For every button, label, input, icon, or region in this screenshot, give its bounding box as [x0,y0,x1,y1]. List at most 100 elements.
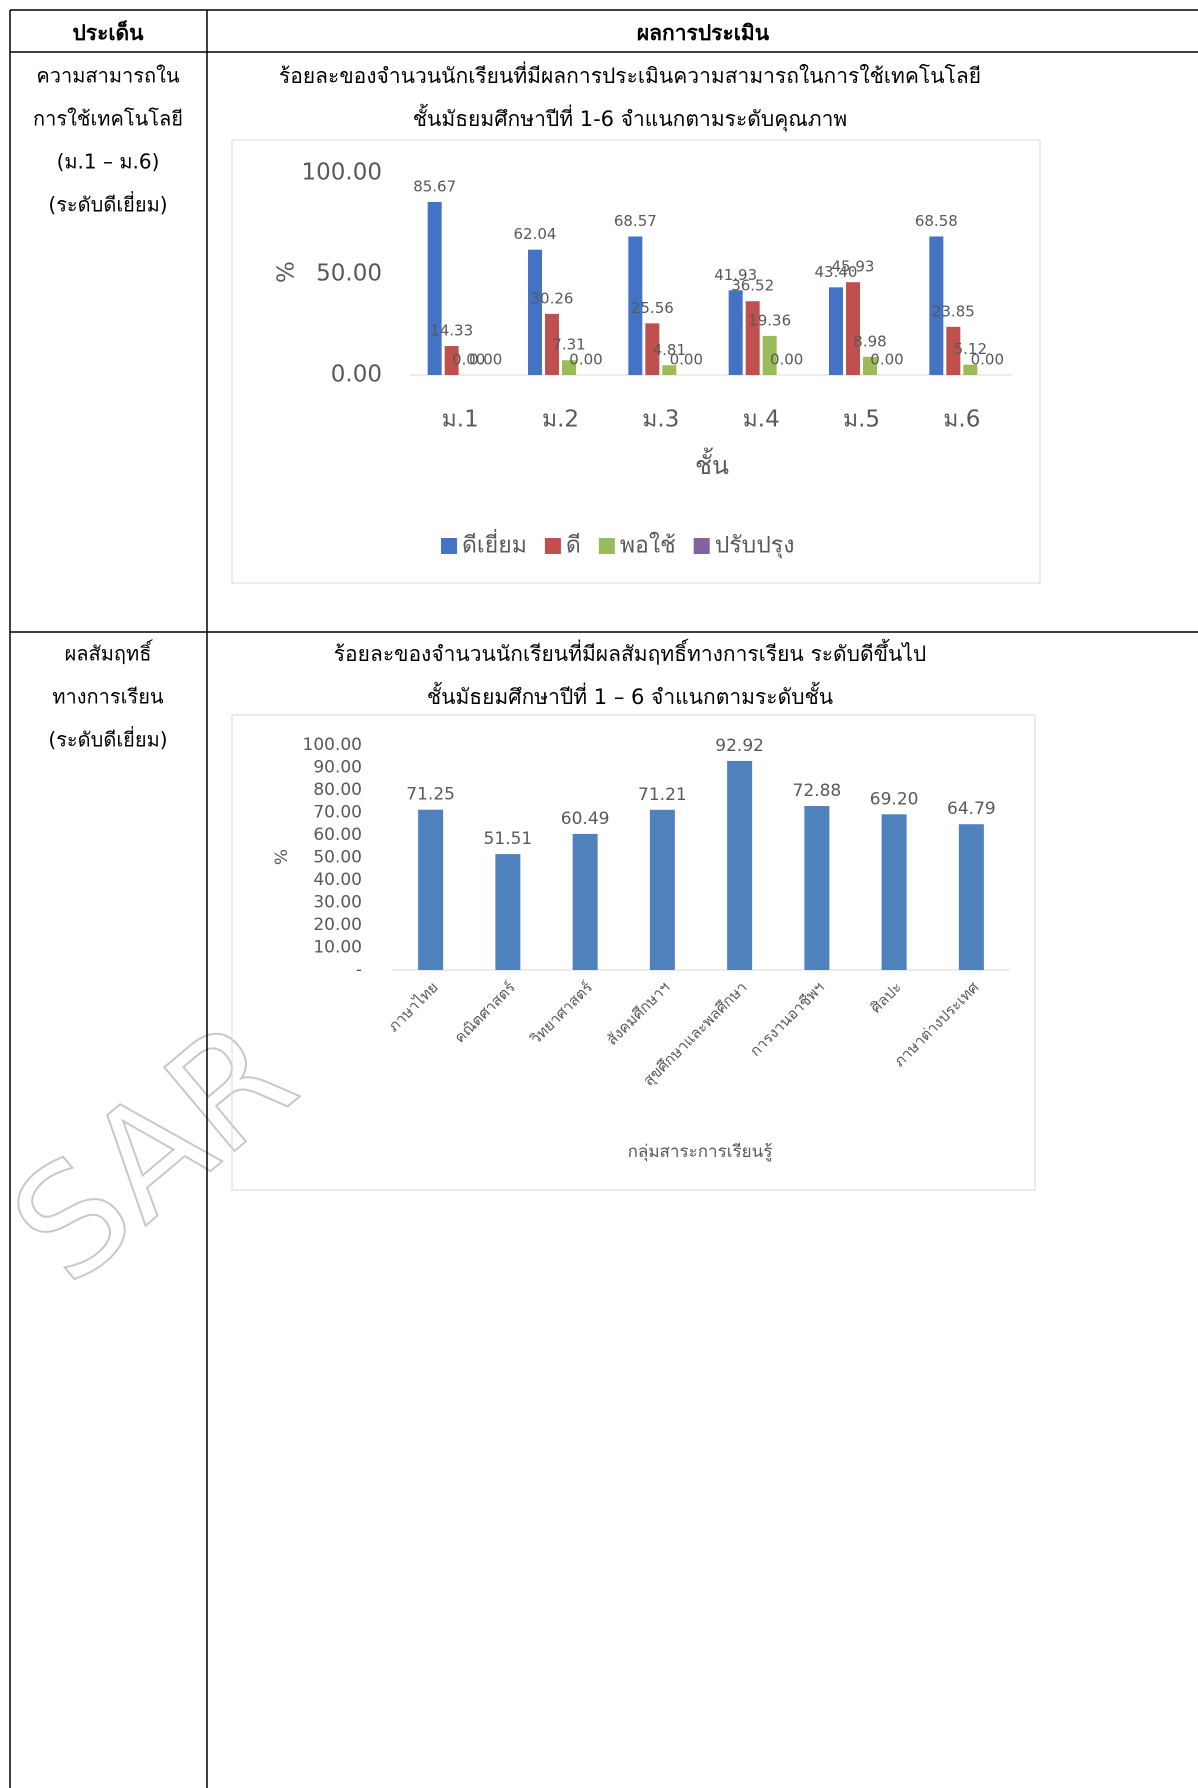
y-tick-label: 50.00 [313,848,362,868]
data-label: 68.57 [614,212,657,230]
data-label: 19.36 [748,311,791,329]
y-tick-label: 100.00 [303,735,362,755]
data-label: 23.85 [932,302,975,320]
chart-frame [231,714,1036,1191]
data-label: 0.00 [971,351,1004,369]
bar [628,236,643,375]
bar [418,809,444,970]
y-tick-label: 0.00 [331,362,382,388]
data-label: 43.40 [815,263,858,281]
bar [427,201,442,375]
bar [728,290,743,375]
bar [727,760,753,970]
topic-text: (ระดับดีเยี่ยม) [48,191,167,217]
data-label: 71.21 [638,785,687,805]
data-label: 30.26 [531,289,574,307]
legend-label: ปรับปรุง [715,533,795,559]
bar [829,287,843,375]
data-label: 64.79 [947,799,996,819]
header-cell: ผลการประเมิน [637,21,770,45]
bar [495,854,521,970]
x-axis-title: ชั้น [695,447,729,480]
chart-frame [231,139,1041,584]
data-label: 25.56 [631,299,674,317]
y-tick-label: 40.00 [313,870,362,890]
x-tick-label: วิทยาศาสตร์ [526,978,596,1048]
x-tick-label: สังคมศึกษาฯ [603,978,674,1049]
y-tick-label: 30.00 [313,893,362,913]
y-axis-title: % [274,261,300,283]
table-lines [9,9,1198,1788]
data-label: 0.00 [569,351,602,369]
legend-swatch [441,538,457,554]
x-tick-label: ม.2 [542,407,579,433]
y-tick-label: 50.00 [316,261,382,287]
bar [745,301,760,375]
x-tick-label: ม.5 [843,407,880,433]
legend-swatch [693,538,710,554]
legend-label: ดี [566,533,581,559]
data-label: 0.00 [770,351,803,369]
data-label: 85.67 [413,177,456,195]
data-label: 60.49 [561,809,610,829]
data-label: 41.93 [714,266,757,284]
bar [846,282,860,375]
legend-swatch [544,538,561,554]
bar [662,365,677,375]
bar [645,323,660,375]
data-label: 7.31 [552,336,585,354]
x-tick-label: ม.1 [442,407,479,433]
data-label: 62.04 [514,225,557,243]
data-label: 68.58 [915,212,958,230]
bar [572,833,598,970]
y-tick-label: 80.00 [313,780,362,800]
y-tick-label: 10.00 [313,938,362,958]
data-label: 5.12 [954,340,987,358]
data-label: 0.00 [452,351,485,369]
chart-title: ร้อยละของจำนวนนักเรียนที่มีผลการประเมินค… [279,61,981,88]
topic-text: ทางการเรียน [52,685,164,709]
y-tick-label: 70.00 [313,803,362,823]
y-tick-label: 60.00 [313,825,362,845]
bar [929,236,944,375]
header-cell: ประเด็น [72,19,144,45]
bar [963,364,978,375]
x-tick-label: คณิตศาสตร์ [451,978,519,1046]
data-label: 14.33 [430,322,473,340]
bar [528,249,542,375]
data-label: 69.20 [870,789,919,809]
data-label: 4.81 [653,341,686,359]
bar [545,313,559,375]
topic-text: (ระดับดีเยี่ยม) [48,726,167,752]
chart-title: ร้อยละของจำนวนนักเรียนที่มีผลสัมฤทธิ์ทาง… [334,638,926,666]
topic-text: (ม.1 – ม.6) [57,150,160,174]
y-tick-label: 100.00 [302,160,382,186]
y-tick-label: 90.00 [313,758,362,778]
bar [444,346,459,375]
x-tick-label: ม.4 [743,407,780,433]
x-tick-label: ม.3 [642,407,679,433]
legend-label: ดีเยี่ยม [462,529,527,559]
x-tick-label: ม.6 [943,407,980,433]
bar [863,356,877,375]
chart-subtitle: ชั้นมัธยมศึกษาปีที่ 1 – 6 จำแนกตามระดับช… [427,682,833,709]
bar [881,814,907,970]
data-label: 8.98 [853,332,886,350]
bar [562,360,576,375]
data-label: 92.92 [715,736,764,756]
legend-swatch [598,538,615,554]
x-tick-label: ภาษาไทย [384,978,441,1035]
data-label: 0.00 [870,351,903,369]
bar [649,809,675,970]
data-label: 36.52 [731,277,774,295]
x-tick-label: การงานอาชีพฯ [746,978,828,1060]
bar [958,824,984,970]
chart-subtitle: ชั้นมัธยมศึกษาปีที่ 1-6 จำแนกตามระดับคุณ… [413,104,847,132]
x-tick-label: ศิลปะ [867,978,905,1016]
data-label: 0.00 [469,351,502,369]
bar [762,335,777,375]
topic-text: ผลสัมฤทธิ์ [65,639,154,666]
bar [946,326,961,375]
topic-text: ความสามารถใน [36,64,179,88]
